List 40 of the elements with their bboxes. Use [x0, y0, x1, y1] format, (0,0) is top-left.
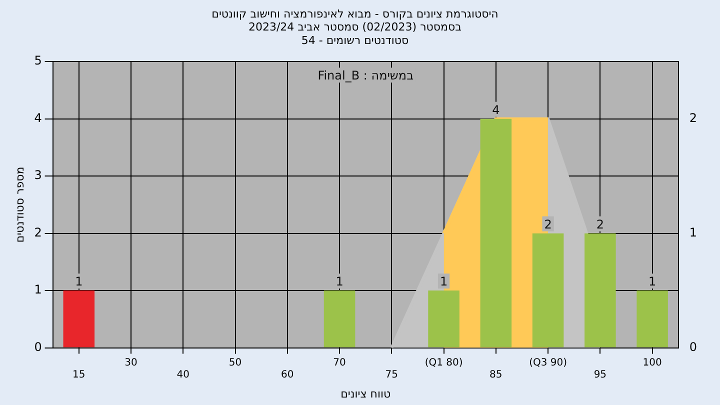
y-tick-label: 2 — [34, 225, 42, 240]
x-tick-label: 40 — [176, 369, 190, 380]
y-axis-title: מספר סטודנטים — [13, 166, 26, 243]
x-tick-label: 15 — [72, 369, 86, 380]
x-tick-label: 85 — [490, 369, 502, 380]
data-label: 2 — [596, 217, 604, 232]
y-tick-label: 1 — [34, 282, 42, 297]
x-tick-label: 95 — [594, 369, 607, 380]
data-label: 2 — [544, 217, 552, 232]
bar — [636, 290, 668, 348]
data-label: 1 — [440, 274, 448, 289]
data-label: 1 — [336, 274, 344, 289]
x-tick-label: (Q3 90) — [529, 357, 568, 368]
bar — [480, 118, 512, 348]
data-label: 1 — [648, 274, 656, 289]
chart-subtitle: בסמסטר (02/2023) סמסטר אביב 2023/24 סטודנטים רשומים - 54 — [248, 20, 462, 47]
y-tick-label: 3 — [34, 168, 42, 182]
bar — [324, 290, 356, 348]
bar — [428, 290, 460, 348]
x-tick-label: 50 — [228, 357, 242, 368]
bar — [532, 233, 564, 348]
y-tick-label: 5 — [34, 54, 42, 68]
x-tick-label: 30 — [124, 357, 138, 368]
chart-title: היסטוגרמת ציונים בקורס - מבוא לאינפורמציה וחישוב קוונטים — [212, 7, 498, 20]
x-tick-label: 75 — [385, 369, 398, 380]
x-tick-label: 100 — [642, 357, 662, 368]
y-tick-label: 4 — [34, 110, 42, 125]
data-label: 1 — [75, 274, 83, 289]
x-tick-label: 70 — [333, 357, 346, 368]
x-tick-label: (Q1 80) — [424, 357, 463, 368]
x-axis-title: טווח ציונים — [340, 387, 391, 400]
bar — [63, 290, 95, 348]
data-label: 4 — [492, 102, 500, 117]
annotation: במשימה : Final_B — [318, 68, 414, 83]
y2-tick-label: 2 — [689, 110, 698, 125]
x-tick-label: 60 — [281, 369, 294, 380]
y2-tick-label: 1 — [689, 225, 698, 240]
bar — [584, 233, 616, 348]
y-tick-label: 0 — [34, 340, 42, 354]
y2-tick-label: 0 — [689, 340, 698, 354]
